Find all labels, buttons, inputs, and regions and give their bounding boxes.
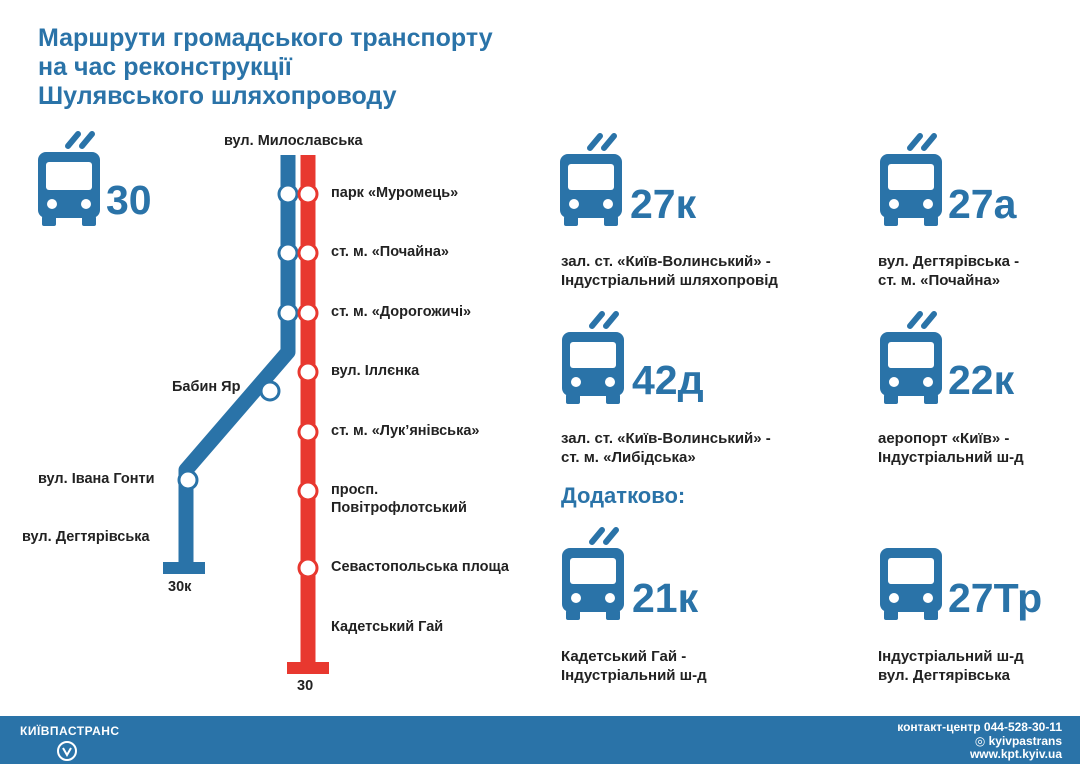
stop-label: Повітрофлотський [331,500,467,516]
page-title: Маршрути громадського транспорту на час … [38,24,493,110]
stop-label: вул. Іллєнка [331,363,420,379]
terminal-label-30: 30 [297,678,314,694]
brand-logo: КИЇВПАСТРАНС [20,724,120,738]
stop-label: ст. м. «Лук’янівська» [331,423,480,439]
route-description: ст. м. «Почайна» [878,272,1001,289]
branch-stop-label: вул. Дегтярівська [22,529,150,545]
blue-stop [177,469,199,491]
branch-stop-label: Бабин Яр [172,379,241,395]
blue-stops [177,183,299,491]
stop-label-top: вул. Милославська [224,133,363,149]
trolleybus-icon [562,527,624,620]
red-stop [297,480,319,502]
route-description: Кадетський Гай - [561,648,687,665]
route-description: ст. м. «Либідська» [561,449,696,466]
route-description: вул. Дегтярівська [878,667,1011,684]
social-handle: ◎ kyivpastrans [974,733,1062,748]
stop-label: парк «Муромець» [331,185,459,201]
blue-stop [277,302,299,324]
route-number: 22к [948,357,1015,403]
red-stop [297,302,319,324]
route-description: вул. Дегтярівська - [878,253,1020,270]
trolleybus-icon [880,133,942,226]
stop-label: ст. м. «Почайна» [331,244,449,260]
route-description: Індустріальний ш-д [878,648,1024,665]
route-description: аеропорт «Київ» - [878,430,1010,447]
contact-phone: контакт-центр 044-528-30-11 [897,720,1062,734]
contacts: контакт-центр 044-528-30-11 ◎ kyivpastra… [897,720,1062,762]
red-stops [297,183,319,579]
route-description: Індустріальний ш-д [561,667,707,684]
blue-line-terminal [163,562,205,574]
bus-icon [880,548,942,620]
stop-label: Севастопольська площа [331,559,509,575]
blue-stop [259,380,281,402]
stop-label: ст. м. «Дорогожичі» [331,304,472,320]
red-line-terminal [287,662,329,674]
stop-label: просп. [331,482,379,498]
route-description: зал. ст. «Київ-Волинський» - [561,253,771,270]
red-stop [297,242,319,264]
trolleybus-icon [560,133,622,226]
route-description: Індустріальний ш-д [878,449,1024,466]
trolleybus-icon [880,311,942,404]
stop-label: Кадетський Гай [331,619,444,635]
trolleybus-icon [38,131,100,226]
logo-emblem-icon [57,741,77,761]
route-description: Індустріальний шляхопровід [561,272,778,289]
route-number: 27Тр [948,575,1043,621]
red-stop [297,421,319,443]
red-stop [297,183,319,205]
route-description: зал. ст. «Київ-Волинський» - [561,430,771,447]
footer: КИЇВПАСТРАНС контакт-центр 044-528-30-11… [0,716,1080,764]
branch-stop-label: вул. Івана Гонти [38,471,155,487]
additional-heading: Додатково: [561,483,686,508]
blue-stop [277,242,299,264]
trolleybus-icon [562,311,624,404]
route-number-30: 30 [106,177,152,223]
route-number: 21к [632,575,699,621]
red-stop [297,361,319,383]
route-number: 27к [630,181,697,227]
route-number: 42д [632,357,704,403]
red-stop [297,557,319,579]
blue-route-line [178,155,296,570]
blue-stop [277,183,299,205]
terminal-label-30k: 30к [168,579,192,595]
website-link[interactable]: www.kpt.kyiv.ua [969,747,1062,761]
route-number: 27а [948,181,1017,227]
